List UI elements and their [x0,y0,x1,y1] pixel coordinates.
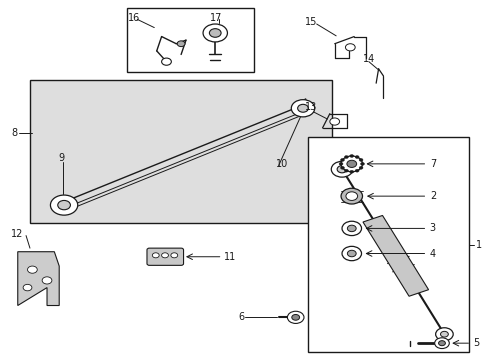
Circle shape [161,58,171,65]
Circle shape [291,100,314,117]
Circle shape [345,44,354,51]
Text: 4: 4 [429,248,435,258]
Circle shape [50,195,78,215]
Circle shape [209,29,221,37]
Circle shape [340,156,362,172]
Bar [307,137,468,352]
Circle shape [340,188,362,204]
Circle shape [435,328,452,341]
Circle shape [152,253,159,258]
Text: 7: 7 [429,159,435,169]
Text: 14: 14 [362,54,374,64]
Circle shape [336,166,346,173]
Circle shape [440,331,447,337]
Circle shape [434,338,448,348]
Text: 16: 16 [128,13,141,23]
Circle shape [349,154,353,157]
Bar [127,8,254,72]
Circle shape [354,169,358,172]
Text: 15: 15 [305,17,317,27]
Text: 3: 3 [429,224,435,233]
Circle shape [360,162,364,165]
Circle shape [340,166,344,169]
Text: 5: 5 [472,338,478,348]
Circle shape [58,201,70,210]
Circle shape [340,158,344,161]
Circle shape [346,160,356,167]
Circle shape [170,253,177,258]
Circle shape [338,162,342,165]
Circle shape [358,158,362,161]
Text: 8: 8 [11,129,18,138]
FancyBboxPatch shape [147,248,183,265]
Circle shape [438,341,445,346]
Text: 6: 6 [238,312,244,322]
Circle shape [349,170,353,173]
Text: 2: 2 [429,191,435,201]
Text: 9: 9 [58,153,64,163]
Circle shape [287,311,304,323]
Text: 13: 13 [305,102,317,112]
Circle shape [203,24,227,42]
Text: 1: 1 [475,239,481,249]
Circle shape [161,253,168,258]
Circle shape [329,118,339,125]
Circle shape [23,284,32,291]
Polygon shape [18,252,59,306]
Circle shape [27,266,37,273]
Circle shape [354,156,358,158]
Circle shape [297,104,308,112]
Circle shape [42,277,52,284]
Circle shape [330,161,352,177]
Circle shape [177,41,184,46]
Text: 12: 12 [11,229,24,239]
Polygon shape [362,215,427,296]
Text: 11: 11 [224,252,236,262]
Circle shape [346,225,355,231]
Bar [30,80,331,223]
Text: 17: 17 [210,13,223,23]
Circle shape [344,156,347,158]
Circle shape [358,166,362,169]
Circle shape [346,250,355,257]
Circle shape [341,246,361,261]
Circle shape [344,169,347,172]
Circle shape [341,221,361,235]
Text: 10: 10 [276,159,288,169]
Circle shape [291,315,299,320]
Circle shape [345,192,357,201]
